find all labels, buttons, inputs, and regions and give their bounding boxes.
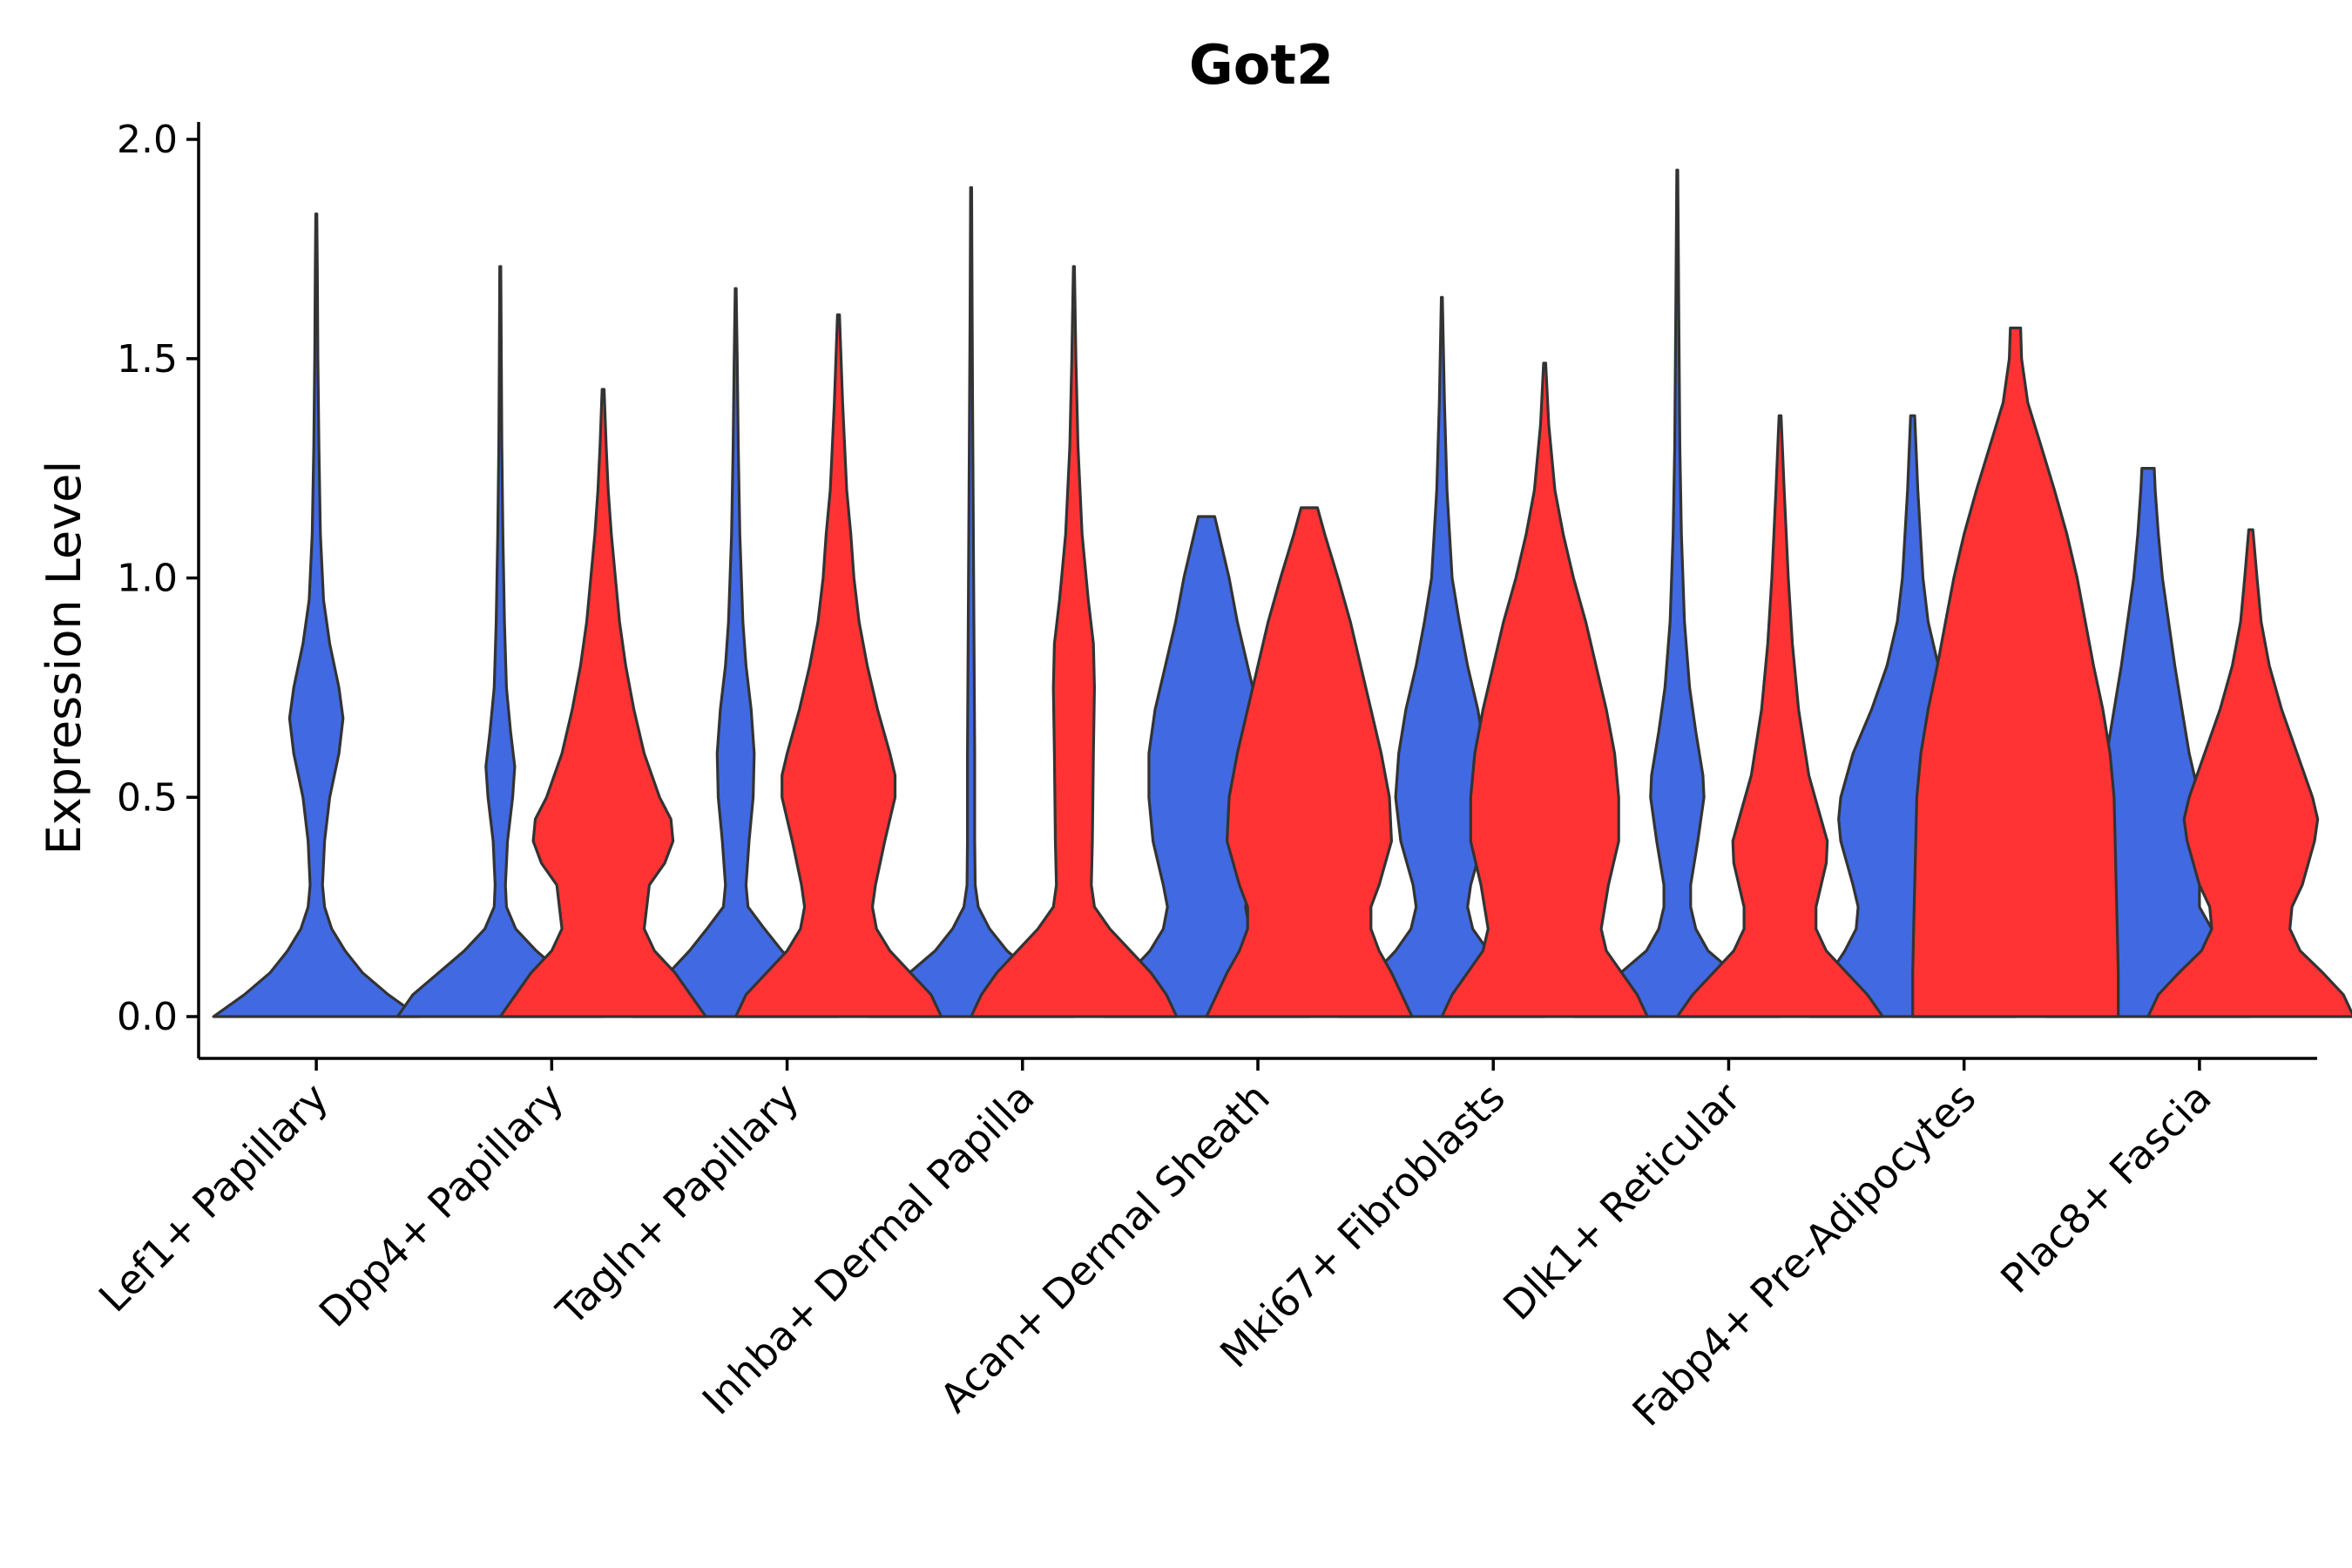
chart-title: Got2 (1189, 33, 1334, 97)
y-tick-label: 0.5 (117, 775, 178, 820)
y-tick-label: 1.0 (117, 557, 178, 601)
violin-group-1-6 (1337, 295, 1546, 1018)
violin-group-1-3 (632, 287, 841, 1018)
violin-group-1-7 (1572, 168, 1781, 1018)
x-tick-label: Plac8+ Fascia (1991, 1074, 2220, 1302)
violin-group-1-2 (395, 265, 605, 1018)
x-tick-label: Tagln+ Papillary (547, 1074, 808, 1335)
violin-plot-area (212, 168, 2352, 1018)
violin-group-2-7 (1675, 414, 1884, 1018)
x-tick-label: Dlk1+ Reticular (1494, 1074, 1749, 1329)
violin-group-1-4 (867, 186, 1076, 1018)
violin-group-2-8 (1911, 326, 2120, 1018)
x-tick-label: Dpp4+ Papillary (310, 1074, 572, 1336)
x-tick-label: Lef1+ Papillary (90, 1074, 337, 1321)
violin-group-1-1 (212, 213, 421, 1018)
y-tick-label: 1.5 (117, 337, 178, 382)
violin-group-2-4 (970, 265, 1179, 1018)
violin-group-2-2 (498, 388, 707, 1018)
y-tick-label: 0.0 (117, 995, 178, 1039)
violin-group-2-5 (1205, 506, 1414, 1018)
y-axis-label: Expression Level (37, 461, 91, 855)
y-tick-label: 2.0 (117, 118, 178, 162)
violin-group-2-9 (2146, 528, 2352, 1018)
violin-group-2-6 (1440, 362, 1649, 1018)
violin-group-2-3 (734, 313, 943, 1018)
